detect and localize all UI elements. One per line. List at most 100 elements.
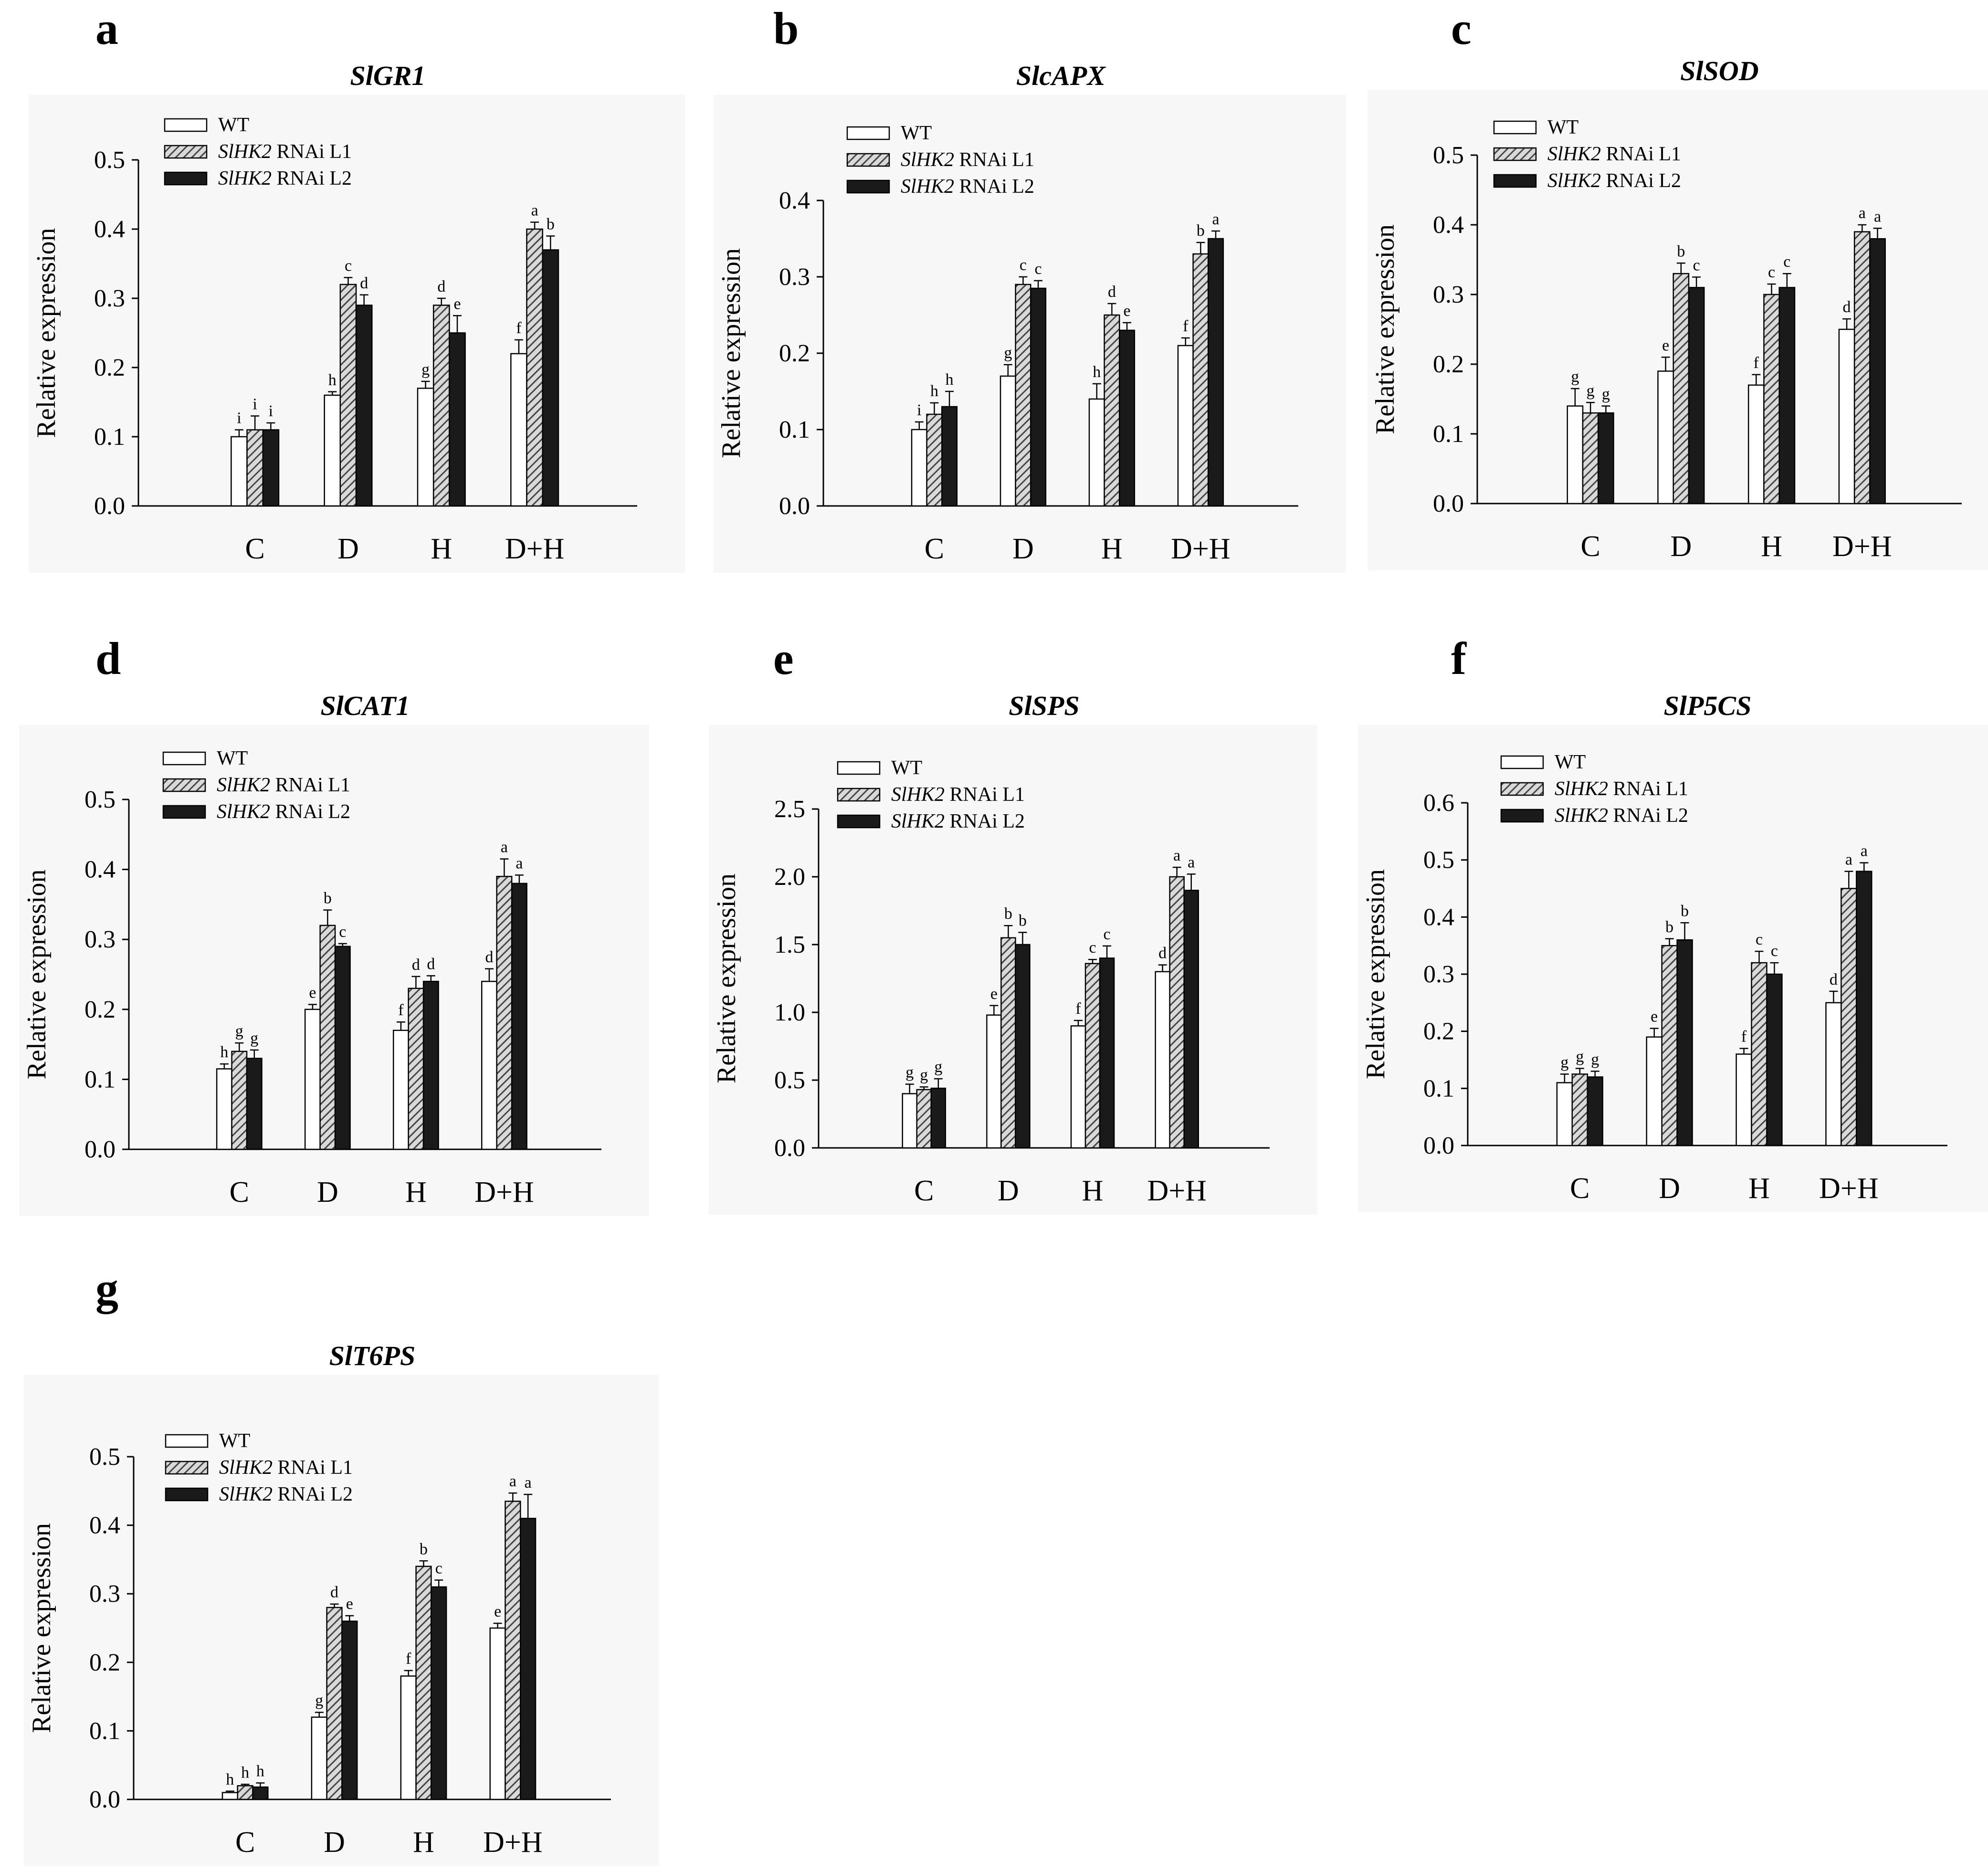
bar-rnai-l1 bbox=[339, 284, 357, 507]
significance-letter: g bbox=[235, 1022, 243, 1040]
legend-swatch-rnai-l2 bbox=[1493, 174, 1537, 188]
x-tick-label: D+H bbox=[483, 1826, 543, 1859]
bar-rnai-l1 bbox=[1841, 888, 1857, 1146]
bar-wt bbox=[417, 388, 434, 507]
x-tick-label: D bbox=[1670, 530, 1692, 563]
chart-b: b SlcAPX 0.0 0.1 0.2 0.3 0.4 Relative expressio… bbox=[714, 3, 1346, 573]
bar-rnai-l1 bbox=[1104, 314, 1120, 507]
significance-letter: c bbox=[1756, 931, 1763, 948]
bar-rnai-l2 bbox=[1587, 1076, 1603, 1146]
legend-label-rnai-l1: SlHK2 RNAi L1 bbox=[217, 774, 350, 796]
significance-letter: g bbox=[934, 1058, 942, 1076]
bar-rnai-l2 bbox=[542, 249, 559, 507]
significance-letter: b bbox=[1004, 905, 1012, 923]
legend-gene: SlHK2 bbox=[217, 801, 270, 823]
y-tick-label: 1.5 bbox=[774, 931, 805, 958]
bar-wt bbox=[1070, 1025, 1086, 1149]
bar-rnai-l1 bbox=[1015, 284, 1031, 507]
y-tick-label: 0.3 bbox=[779, 263, 810, 291]
legend-gene: SlHK2 bbox=[218, 141, 272, 163]
bar-rnai-l2 bbox=[1766, 973, 1783, 1146]
y-tick-label: 0.5 bbox=[84, 786, 116, 813]
legend-label-rnai-l1: SlHK2 RNAi L1 bbox=[219, 1457, 353, 1479]
bar-wt bbox=[1825, 1002, 1842, 1146]
bar-wt bbox=[400, 1675, 417, 1800]
panel-a: a SlGR1 0.0 0.1 0.2 0.3 0.4 0.5 Relative express… bbox=[0, 0, 685, 597]
x-tick-label: D+H bbox=[1147, 1175, 1207, 1207]
bar-rnai-l2 bbox=[520, 1517, 536, 1800]
significance-letter: a bbox=[525, 1474, 532, 1492]
bar-rnai-l2 bbox=[1183, 890, 1199, 1149]
x-tick-label: D bbox=[317, 1176, 338, 1209]
significance-letter: c bbox=[1104, 925, 1111, 943]
legend-label-rnai-l1: SlHK2 RNAi L1 bbox=[218, 141, 352, 163]
significance-letter: h bbox=[1093, 363, 1101, 381]
legend-gene: SlHK2 bbox=[219, 1483, 273, 1505]
legend-swatch-rnai-l2 bbox=[162, 805, 206, 819]
panel-c: c SlSOD 0.0 0.1 0.2 0.3 0.4 0.5 Relative express… bbox=[1356, 0, 1988, 597]
significance-letter: i bbox=[269, 402, 273, 420]
bar-rnai-l2 bbox=[334, 946, 351, 1150]
significance-letter: i bbox=[917, 401, 921, 419]
bar-wt bbox=[392, 1030, 409, 1150]
significance-letter: e bbox=[494, 1603, 501, 1620]
panel-b: b SlcAPX 0.0 0.1 0.2 0.3 0.4 Relative expressio… bbox=[678, 0, 1356, 597]
chart-d: d SlCAT1 0.0 0.1 0.2 0.3 0.4 0.5 Relative expres… bbox=[19, 633, 649, 1216]
bar-rnai-l2 bbox=[1869, 238, 1886, 505]
x-tick-label: C bbox=[230, 1176, 249, 1209]
legend-label-rnai-l1: SlHK2 RNAi L1 bbox=[1555, 778, 1688, 800]
bar-wt bbox=[231, 436, 248, 507]
x-tick-label: H bbox=[1101, 533, 1123, 565]
significance-letter: g bbox=[421, 361, 430, 378]
legend-label-rnai-l2: SlHK2 RNAi L2 bbox=[1555, 805, 1688, 827]
legend-swatch-wt bbox=[846, 126, 890, 140]
significance-letter: h bbox=[328, 371, 337, 389]
bar-rnai-l1 bbox=[1000, 937, 1016, 1149]
x-tick-label: D+H bbox=[1819, 1172, 1879, 1205]
y-axis-label: Relative expression bbox=[22, 869, 52, 1079]
chart-e: e SlSPS 0.0 0.5 1.0 1.5 2.0 2.5 Relative express… bbox=[709, 633, 1317, 1215]
significance-letter: g bbox=[315, 1692, 323, 1710]
significance-letter: i bbox=[237, 410, 241, 427]
y-axis-label: Relative expression bbox=[1370, 224, 1400, 434]
bar-rnai-l1 bbox=[408, 988, 424, 1150]
y-tick-label: 0.0 bbox=[774, 1135, 805, 1162]
y-tick-label: 0.0 bbox=[779, 493, 810, 520]
significance-letter: c bbox=[1693, 257, 1700, 274]
legend-swatch-wt bbox=[837, 761, 881, 775]
y-tick-label: 0.2 bbox=[89, 1649, 120, 1676]
bar-rnai-l2 bbox=[422, 980, 439, 1150]
legend-gene: SlHK2 bbox=[1547, 170, 1601, 192]
significance-letter: a bbox=[531, 202, 538, 220]
panel-letter: f bbox=[1451, 633, 1467, 684]
legend-label-rnai-l2: SlHK2 RNAi L2 bbox=[901, 176, 1034, 198]
legend-label-wt: WT bbox=[1547, 116, 1578, 138]
legend-line: RNAi L1 bbox=[273, 1457, 353, 1479]
bar-wt bbox=[1747, 384, 1765, 505]
bar-wt bbox=[304, 1009, 321, 1150]
legend-swatch-rnai-l1 bbox=[1493, 147, 1537, 161]
x-tick-label: C bbox=[245, 533, 264, 565]
significance-letter: b bbox=[324, 890, 332, 907]
chart-title: SlSPS bbox=[1009, 690, 1079, 721]
legend-line: RNAi L2 bbox=[954, 176, 1034, 198]
significance-letter: d bbox=[427, 955, 435, 973]
legend-label-rnai-l2: SlHK2 RNAi L2 bbox=[217, 801, 350, 823]
bar-rnai-l2 bbox=[355, 305, 373, 507]
legend-swatch-rnai-l1 bbox=[1500, 782, 1544, 796]
legend-gene: SlHK2 bbox=[217, 774, 270, 796]
significance-letter: e bbox=[990, 985, 998, 1003]
x-tick-label: H bbox=[1748, 1172, 1770, 1205]
y-tick-label: 0.0 bbox=[94, 493, 125, 520]
x-tick-label: D+H bbox=[1171, 533, 1231, 565]
significance-letter: a bbox=[1861, 842, 1868, 860]
bar-rnai-l1 bbox=[1853, 231, 1871, 505]
significance-letter: d bbox=[1843, 298, 1851, 316]
significance-letter: e bbox=[1651, 1008, 1658, 1026]
bar-rnai-l1 bbox=[496, 876, 513, 1150]
y-tick-label: 0.4 bbox=[94, 216, 125, 243]
significance-letter: d bbox=[1830, 971, 1838, 988]
y-tick-label: 0.0 bbox=[1433, 490, 1464, 517]
